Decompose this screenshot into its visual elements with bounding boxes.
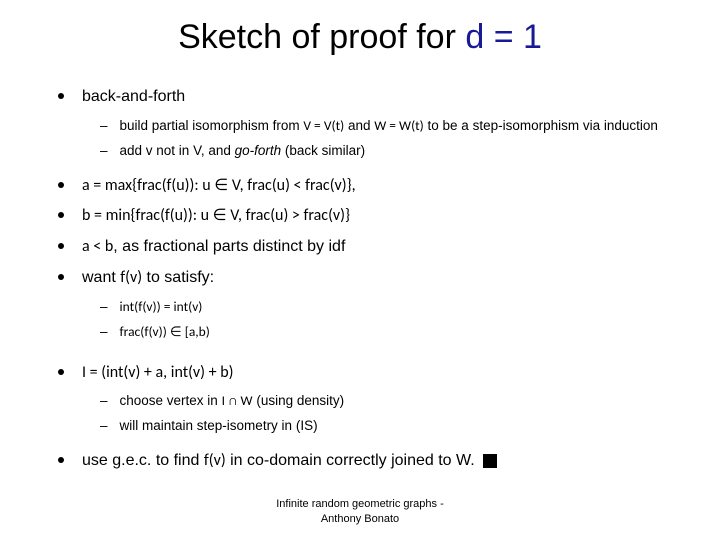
dash-icon: – [100,116,108,137]
sub-1a-pre: build partial isomorphism from [120,118,304,133]
bullet-dot [58,212,64,218]
dash-icon: – [100,391,108,412]
b4-post: , as fractional parts distinct by idf [113,238,345,255]
sub-5b: – frac(f(v)) ∈ [a,b) [100,322,670,343]
sub-1a-and: and [344,118,374,133]
sub-1a-m2: W = W(t) [374,117,424,134]
bullet-dot [58,243,64,249]
sub-5b-text: frac(f(v)) ∈ [a,b) [120,322,210,343]
bullet-5: want f(v) to satisfy: [50,266,670,291]
dash-icon: – [100,322,108,343]
footer-line2: Anthony Bonato [0,512,720,526]
sub-1a-post: to be a step-isomorphism via induction [424,118,658,133]
bullet-dot [58,93,64,99]
sub-6b-text: will maintain step-isometry in (IS) [120,416,318,437]
title-blue: d = 1 [465,18,542,56]
bullet-dot [58,274,64,280]
sub-1b: – add v not in V, and go-forth (back sim… [100,141,670,162]
qed-icon [483,454,497,468]
bullet-6: I = (int(v) + a, int(v) + b) [50,361,670,386]
sub-1b-pre: add v not in V, and [120,143,235,158]
b5-pre: want [82,269,120,286]
slide: Sketch of proof for d = 1 back-and-forth… [0,0,720,540]
dash-icon: – [100,416,108,437]
sub-5a-text: int(f(v)) = int(v) [120,297,203,318]
sub-6a: – choose vertex in I ∩ W (using density) [100,391,670,412]
b5-mid: f(v) [120,268,142,287]
sub-1a: – build partial isomorphism from V = V(t… [100,116,670,137]
bullet-dot [58,457,64,463]
bullet-6-text: I = (int(v) + a, int(v) + b) [82,361,233,386]
bullet-1-text: back-and-forth [82,85,185,110]
bullet-3: b = min{frac(f(u)): u ∈ V, frac(u) > fra… [50,204,670,229]
title-prefix: Sketch of proof for [178,18,465,56]
sub-1b-post: (back similar) [281,143,365,158]
bullet-dot [58,369,64,375]
bullet-3-text: b = min{frac(f(u)): u ∈ V, frac(u) > fra… [82,204,350,229]
s6a-mid: I ∩ W [222,392,253,409]
sub-6b: – will maintain step-isometry in (IS) [100,416,670,437]
bullet-7: use g.e.c. to find f(v) in co-domain cor… [50,449,670,474]
b7-pre: use g.e.c. to find [82,452,204,469]
sub-1a-text: build partial isomorphism from V = V(t) … [120,116,658,137]
sub-1b-it: go-forth [235,143,282,158]
bullet-7-text: use g.e.c. to find f(v) in co-domain cor… [82,449,497,474]
s6a-pre: choose vertex in [120,393,222,408]
slide-content: back-and-forth – build partial isomorphi… [50,85,670,474]
slide-title: Sketch of proof for d = 1 [50,18,670,57]
dash-icon: – [100,297,108,318]
b7-post: in co-domain correctly joined to W. [226,452,475,469]
s6a-post: (using density) [253,393,345,408]
sub-6a-text: choose vertex in I ∩ W (using density) [120,391,345,412]
b4-pre: a < b [82,237,113,256]
sub-1a-m1: V = V(t) [303,117,344,134]
dash-icon: – [100,141,108,162]
bullet-4-text: a < b, as fractional parts distinct by i… [82,235,345,260]
bullet-dot [58,182,64,188]
bullet-2-text: a = max{frac(f(u)): u ∈ V, frac(u) < fra… [82,174,356,199]
sub-5a: – int(f(v)) = int(v) [100,297,670,318]
bullet-5-text: want f(v) to satisfy: [82,266,214,291]
slide-footer: Infinite random geometric graphs - Antho… [0,497,720,526]
footer-line1: Infinite random geometric graphs - [0,497,720,511]
b7-mid: f(v) [204,451,226,470]
bullet-4: a < b, as fractional parts distinct by i… [50,235,670,260]
b5-post: to satisfy: [142,269,214,286]
sub-1b-text: add v not in V, and go-forth (back simil… [120,141,366,162]
bullet-2: a = max{frac(f(u)): u ∈ V, frac(u) < fra… [50,174,670,199]
bullet-1: back-and-forth [50,85,670,110]
